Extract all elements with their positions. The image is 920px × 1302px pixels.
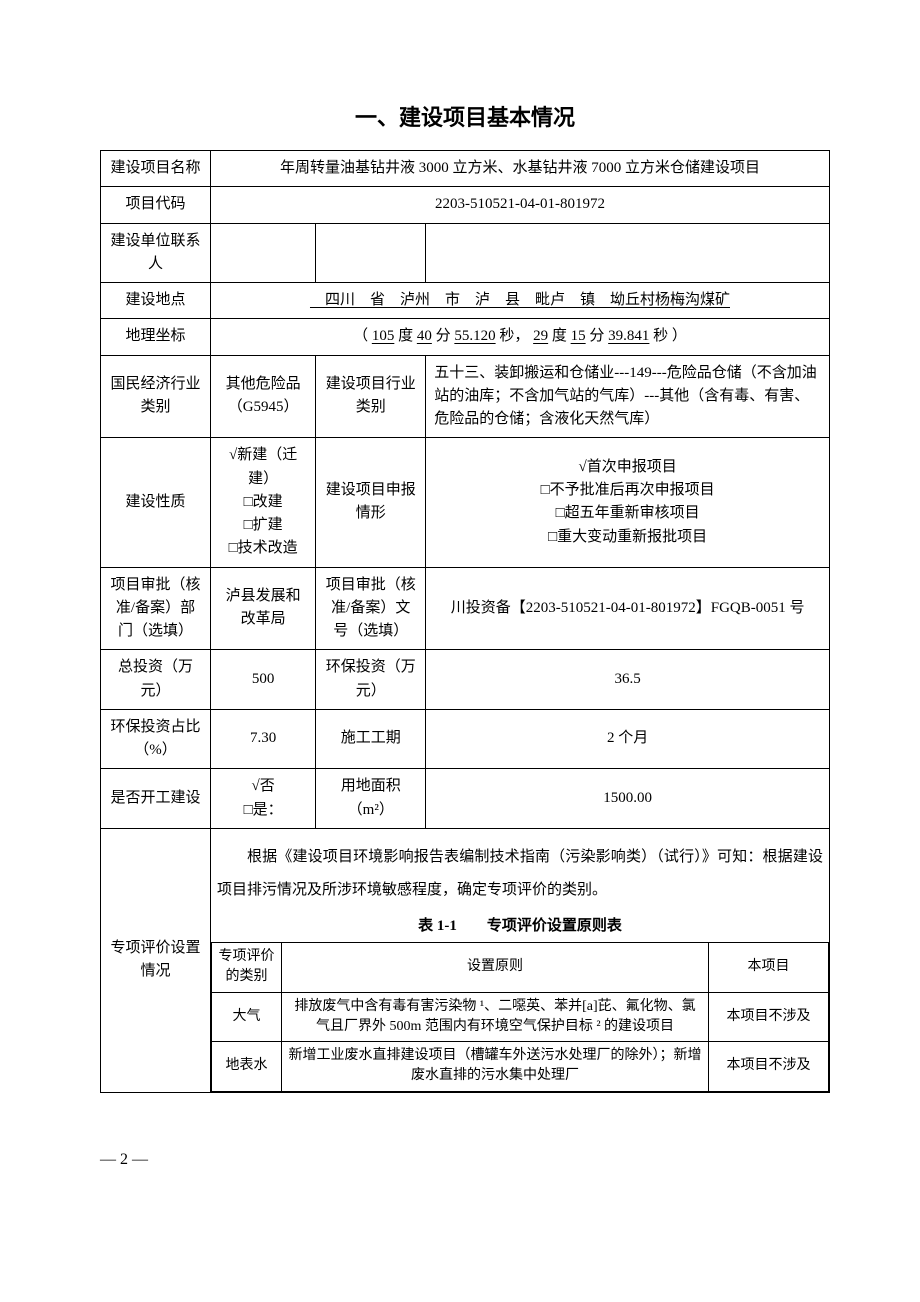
geo-sec2: 39.841: [608, 328, 649, 344]
start-opt-1: □是：: [219, 799, 307, 822]
table-row: 总投资（万元） 500 环保投资（万元） 36.5: [101, 650, 830, 710]
table-row: 国民经济行业类别 其他危险品（G5945） 建设项目行业类别 五十三、装卸搬运和…: [101, 355, 830, 438]
table-row: 是否开工建设 √否 □是： 用地面积（m²） 1500.00: [101, 769, 830, 829]
economy-cat-value: 其他危险品（G5945）: [211, 355, 316, 438]
nature-label: 建设性质: [101, 438, 211, 567]
declare-opt-1: □不予批准后再次申报项目: [434, 479, 821, 502]
inner-rule-0: 排放废气中含有毒有害污染物 ¹、二噁英、苯并[a]芘、氟化物、氯气且厂界外 50…: [282, 992, 709, 1042]
location-text: 四川 省 泸州 市 泸 县 毗卢 镇 坳丘村杨梅沟煤矿: [310, 292, 730, 308]
nature-options: √新建（迁建） □改建 □扩建 □技术改造: [211, 438, 316, 567]
env-invest-label: 环保投资（万元）: [316, 650, 426, 710]
start-label: 是否开工建设: [101, 769, 211, 829]
start-options: √否 □是：: [211, 769, 316, 829]
approval-dept-label: 项目审批（核准/备案）部门（选填）: [101, 567, 211, 650]
project-cat-value: 五十三、装卸搬运和仓储业---149---危险品仓储（不含加油站的油库；不含加气…: [426, 355, 830, 438]
declare-opt-2: □超五年重新审核项目: [434, 502, 821, 525]
inner-cat-0: 大气: [212, 992, 282, 1042]
geo-deg2: 29: [533, 328, 548, 344]
main-table: 建设项目名称 年周转量油基钻井液 3000 立方米、水基钻井液 7000 立方米…: [100, 150, 830, 1093]
table-row: 项目代码 2203-510521-04-01-801972: [101, 187, 830, 223]
declare-opt-3: □重大变动重新报批项目: [434, 526, 821, 549]
nature-opt-1: □改建: [219, 491, 307, 514]
inner-cat-1: 地表水: [212, 1042, 282, 1092]
env-invest-value: 36.5: [426, 650, 830, 710]
geo-deg1: 105: [372, 328, 395, 344]
geo-min2: 15: [571, 328, 586, 344]
inner-rule-1: 新增工业废水直排建设项目（槽罐车外送污水处理厂的除外）；新增废水直排的污水集中处…: [282, 1042, 709, 1092]
geo-sec1: 55.120: [454, 328, 495, 344]
approval-dept-value: 泸县发展和改革局: [211, 567, 316, 650]
location-value: 四川 省 泸州 市 泸 县 毗卢 镇 坳丘村杨梅沟煤矿: [211, 283, 830, 319]
project-name-label: 建设项目名称: [101, 151, 211, 187]
section-title: 一、建设项目基本情况: [100, 100, 830, 132]
approval-no-value: 川投资备【2203-510521-04-01-801972】FGQB-0051 …: [426, 567, 830, 650]
table-row: 建设性质 √新建（迁建） □改建 □扩建 □技术改造 建设项目申报情形 √首次申…: [101, 438, 830, 567]
table-row: 建设地点 四川 省 泸州 市 泸 县 毗卢 镇 坳丘村杨梅沟煤矿: [101, 283, 830, 319]
geo-suffix: 秒 ）: [653, 328, 687, 344]
period-value: 2 个月: [426, 709, 830, 769]
total-invest-label: 总投资（万元）: [101, 650, 211, 710]
geo-prefix: （: [353, 328, 368, 344]
location-label: 建设地点: [101, 283, 211, 319]
contact-value-1: [211, 223, 316, 283]
inner-header-0: 专项评价的类别: [212, 943, 282, 993]
start-opt-0: √否: [219, 775, 307, 798]
inner-table-title: 表 1-1 专项评价设置原则表: [211, 915, 829, 938]
geo-min1: 40: [417, 328, 432, 344]
inner-this-1: 本项目不涉及: [709, 1042, 829, 1092]
project-code-label: 项目代码: [101, 187, 211, 223]
approval-no-label: 项目审批（核准/备案）文号（选填）: [316, 567, 426, 650]
table-row: 专项评价的类别 设置原则 本项目: [212, 943, 829, 993]
inner-table: 专项评价的类别 设置原则 本项目 大气 排放废气中含有毒有害污染物 ¹、二噁英、…: [211, 942, 829, 1092]
table-row: 项目审批（核准/备案）部门（选填） 泸县发展和改革局 项目审批（核准/备案）文号…: [101, 567, 830, 650]
env-ratio-value: 7.30: [211, 709, 316, 769]
contact-label: 建设单位联系人: [101, 223, 211, 283]
table-row: 专项评价设置情况 根据《建设项目环境影响报告表编制技术指南（污染影响类）（试行）…: [101, 828, 830, 1092]
land-label: 用地面积（m²）: [316, 769, 426, 829]
declare-options: √首次申报项目 □不予批准后再次申报项目 □超五年重新审核项目 □重大变动重新报…: [426, 438, 830, 567]
land-value: 1500.00: [426, 769, 830, 829]
inner-this-0: 本项目不涉及: [709, 992, 829, 1042]
inner-header-1: 设置原则: [282, 943, 709, 993]
env-ratio-label: 环保投资占比（%）: [101, 709, 211, 769]
contact-value-3: [426, 223, 830, 283]
nature-opt-0: √新建（迁建）: [219, 444, 307, 491]
period-label: 施工工期: [316, 709, 426, 769]
table-row: 地理坐标 （ 105 度 40 分 55.120 秒， 29 度 15 分 39…: [101, 319, 830, 355]
geo-value: （ 105 度 40 分 55.120 秒， 29 度 15 分 39.841 …: [211, 319, 830, 355]
economy-cat-label: 国民经济行业类别: [101, 355, 211, 438]
table-row: 地表水 新增工业废水直排建设项目（槽罐车外送污水处理厂的除外）；新增废水直排的污…: [212, 1042, 829, 1092]
project-name-value: 年周转量油基钻井液 3000 立方米、水基钻井液 7000 立方米仓储建设项目: [211, 151, 830, 187]
special-eval-label: 专项评价设置情况: [101, 828, 211, 1092]
declare-label: 建设项目申报情形: [316, 438, 426, 567]
nature-opt-2: □扩建: [219, 514, 307, 537]
special-eval-cell: 根据《建设项目环境影响报告表编制技术指南（污染影响类）（试行）》可知：根据建设项…: [211, 828, 830, 1092]
inner-header-2: 本项目: [709, 943, 829, 993]
special-eval-intro: 根据《建设项目环境影响报告表编制技术指南（污染影响类）（试行）》可知：根据建设项…: [211, 829, 829, 915]
project-code-value: 2203-510521-04-01-801972: [211, 187, 830, 223]
nature-opt-3: □技术改造: [219, 537, 307, 560]
table-row: 环保投资占比（%） 7.30 施工工期 2 个月: [101, 709, 830, 769]
geo-label: 地理坐标: [101, 319, 211, 355]
page-number: — 2 —: [100, 1151, 830, 1169]
total-invest-value: 500: [211, 650, 316, 710]
table-row: 建设项目名称 年周转量油基钻井液 3000 立方米、水基钻井液 7000 立方米…: [101, 151, 830, 187]
project-cat-label: 建设项目行业类别: [316, 355, 426, 438]
contact-value-2: [316, 223, 426, 283]
table-row: 大气 排放废气中含有毒有害污染物 ¹、二噁英、苯并[a]芘、氟化物、氯气且厂界外…: [212, 992, 829, 1042]
declare-opt-0: √首次申报项目: [434, 456, 821, 479]
table-row: 建设单位联系人: [101, 223, 830, 283]
